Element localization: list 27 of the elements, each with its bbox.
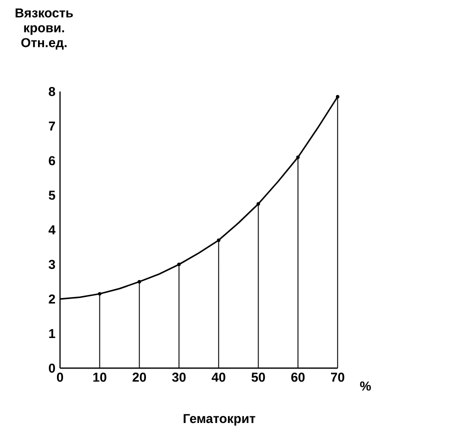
point xyxy=(138,280,142,284)
y-tick-label: 0 xyxy=(48,364,55,373)
y-tick-label: 8 xyxy=(48,87,56,96)
point xyxy=(98,292,102,296)
point xyxy=(256,202,260,206)
x-tick-label: 40 xyxy=(212,372,226,382)
point xyxy=(177,262,181,266)
y-tick-label: 1 xyxy=(49,329,56,338)
x-tick-label: 70 xyxy=(331,372,344,382)
text: % xyxy=(360,382,371,391)
x-tick-label: 20 xyxy=(132,372,146,382)
y-tick-label: 5 xyxy=(48,190,56,200)
y-tick-label: 2 xyxy=(48,294,56,304)
point xyxy=(336,95,340,99)
x-tick-label: 10 xyxy=(93,372,106,382)
y-tick-label: 3 xyxy=(48,260,56,270)
x-tick-label: 0 xyxy=(56,372,64,382)
y-tick-label: 6 xyxy=(48,156,56,166)
point xyxy=(296,156,300,160)
y-tick-label: 4 xyxy=(48,226,56,234)
x-tick-label: 50 xyxy=(252,372,265,382)
point xyxy=(216,238,220,242)
x-tick-label: 60 xyxy=(291,372,305,382)
x-tick-label: 30 xyxy=(172,372,186,382)
x-axis-title: Гематокрит xyxy=(184,414,256,426)
y-axis-title: Вязкость крови. Отн.ед. xyxy=(16,8,73,50)
y-tick-label: 7 xyxy=(48,122,55,131)
